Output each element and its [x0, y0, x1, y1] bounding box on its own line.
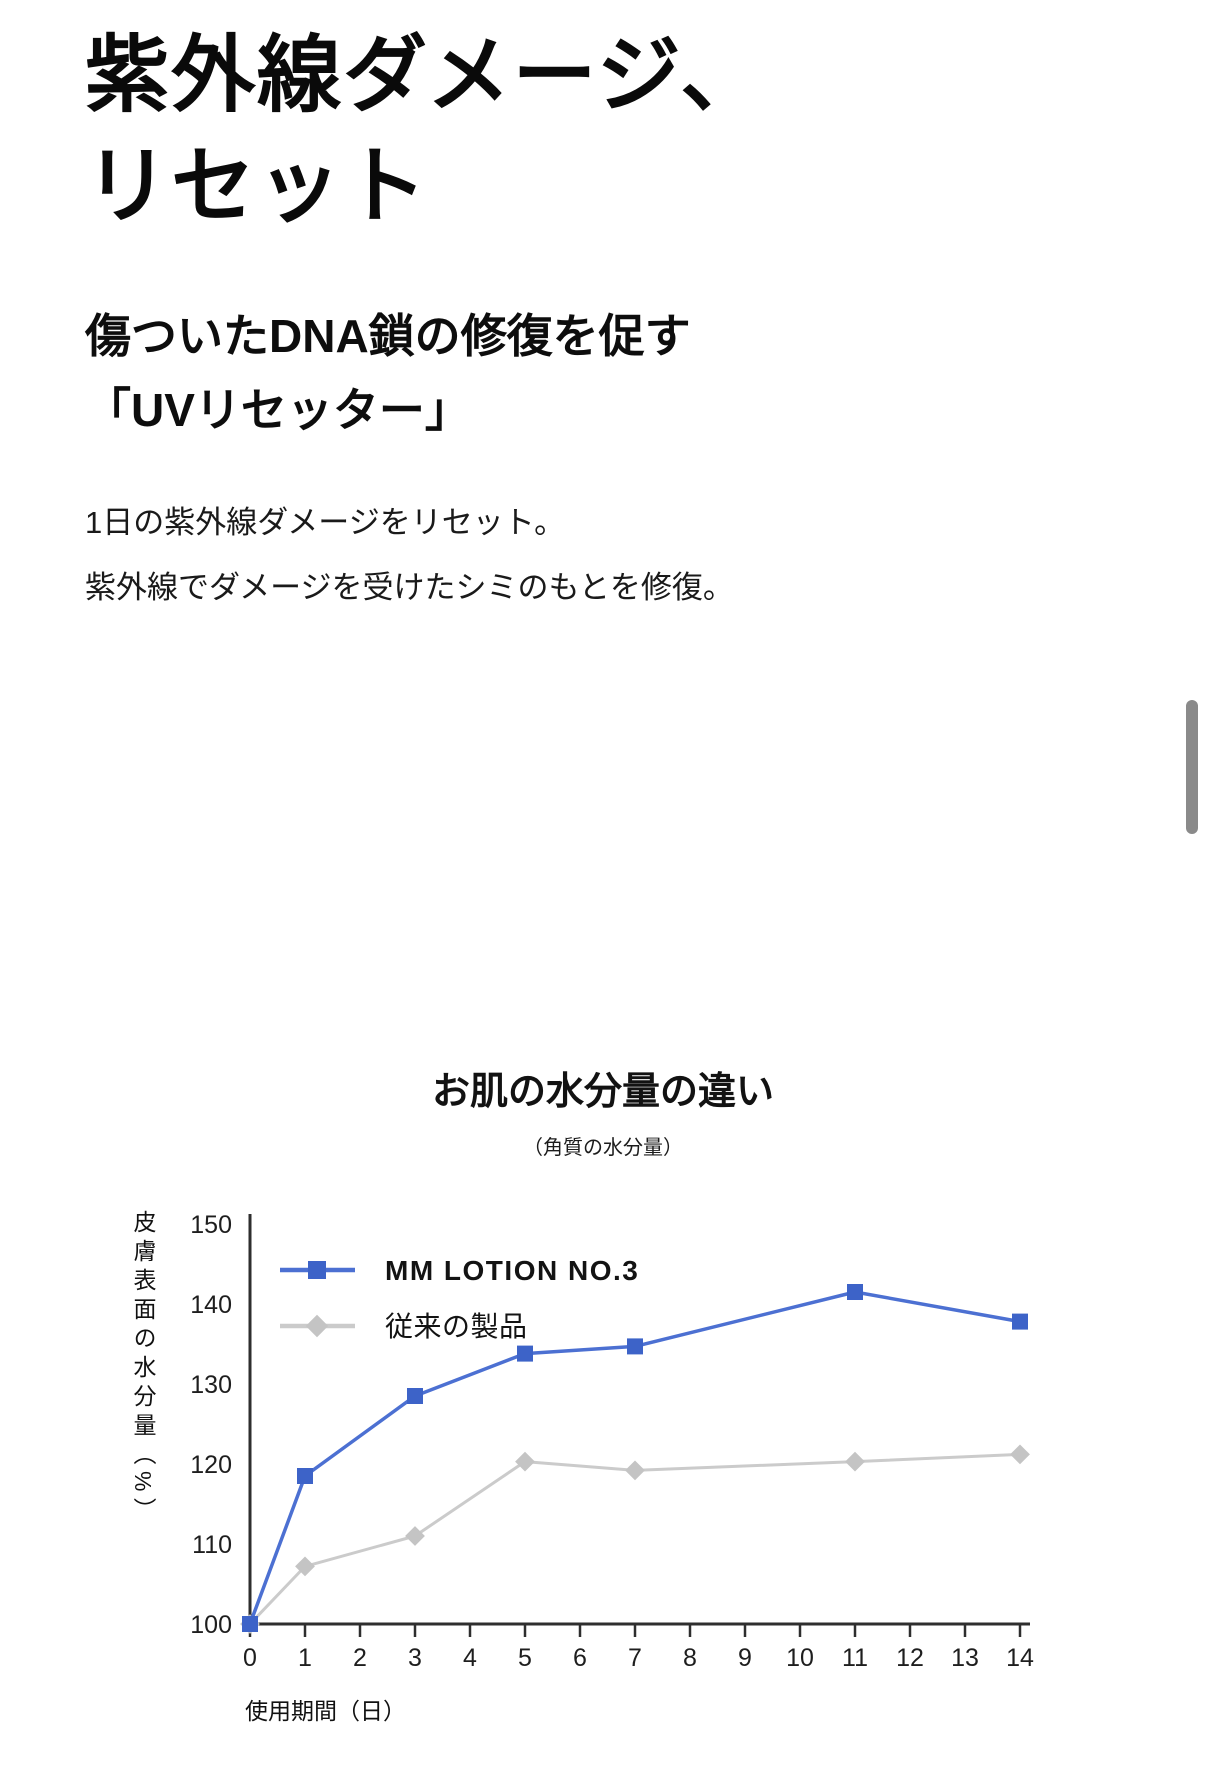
chart-title: お肌の水分量の違い — [431, 1071, 774, 1113]
diamond-marker — [845, 1451, 865, 1472]
square-marker — [517, 1345, 533, 1362]
section-subtitle-line2: 「UVリセッター」 — [85, 383, 471, 436]
x-tick-label: 2 — [353, 1644, 367, 1672]
x-tick-label: 10 — [786, 1644, 814, 1672]
page-title-line1: 紫外線ダメージ、 — [85, 28, 767, 122]
square-marker — [847, 1284, 863, 1300]
square-marker — [308, 1261, 326, 1279]
x-tick-label: 11 — [842, 1644, 868, 1672]
y-tick-label: 130 — [190, 1371, 232, 1399]
x-tick-label: 7 — [628, 1644, 642, 1672]
diamond-marker — [1010, 1444, 1030, 1465]
diamond-marker — [405, 1526, 425, 1546]
y-tick-label: 100 — [190, 1611, 232, 1639]
x-tick-label: 5 — [518, 1644, 532, 1672]
diamond-marker — [515, 1451, 535, 1472]
x-tick-label: 6 — [573, 1644, 587, 1672]
x-tick-label: 3 — [408, 1644, 422, 1672]
square-marker — [242, 1616, 258, 1632]
scrollbar-track[interactable] — [1186, 0, 1204, 1759]
y-tick-label: 140 — [190, 1291, 232, 1319]
legend-label: 従来の製品 — [385, 1311, 528, 1342]
x-tick-label: 12 — [896, 1644, 924, 1672]
x-tick-label: 1 — [298, 1644, 312, 1672]
diamond-marker — [625, 1460, 645, 1481]
square-marker — [627, 1338, 643, 1355]
y-tick-label: 110 — [192, 1531, 232, 1559]
page-title-line2: リセット — [85, 138, 430, 233]
x-tick-label: 0 — [243, 1644, 257, 1672]
description-line1: 1日の紫外線ダメージをリセット。 — [85, 505, 566, 540]
section-subtitle: 傷ついたDNA鎖の修復を促す 「UVリセッター」 — [85, 300, 691, 447]
x-tick-label: 14 — [1006, 1644, 1034, 1672]
legend-label: MM LOTION NO.3 — [385, 1255, 639, 1286]
chart-area: 皮膚表面の水分量（%） 0 1 2 3 4 5 6 7 8 9 10 11 12 13 14 100 110 12… — [0, 1170, 1206, 1770]
square-marker — [407, 1388, 423, 1404]
moisture-line-chart: 0 1 2 3 4 5 6 7 8 9 10 11 12 13 14100110120130140150使用… — [190, 1211, 1034, 1724]
y-tick-label: 120 — [190, 1451, 232, 1479]
diamond-marker — [305, 1314, 329, 1338]
square-marker — [1012, 1313, 1028, 1330]
y-axis-label: 皮膚表面の水分量（%） — [130, 1210, 156, 1527]
chart-subtitle: （角質の水分量） — [523, 1137, 683, 1159]
x-tick-label: 13 — [951, 1644, 979, 1672]
description-text: 1日の紫外線ダメージをリセット。 紫外線でダメージを受けたシミのもとを修復。 — [85, 490, 734, 620]
y-tick-label: 150 — [190, 1211, 232, 1239]
x-tick-label: 4 — [463, 1644, 477, 1672]
page-title: 紫外線ダメージ、 リセット — [85, 20, 766, 242]
scrollbar-thumb[interactable] — [1186, 700, 1198, 834]
square-marker — [297, 1468, 313, 1484]
description-line2: 紫外線でダメージを受けたシミのもとを修復。 — [85, 570, 734, 606]
x-axis-label: 使用期間（日） — [245, 1698, 406, 1724]
x-tick-label: 9 — [738, 1644, 752, 1672]
axes — [248, 1214, 1030, 1626]
x-tick-label: 8 — [683, 1644, 697, 1672]
section-subtitle-line1: 傷ついたDNA鎖の修復を促す — [85, 310, 691, 362]
